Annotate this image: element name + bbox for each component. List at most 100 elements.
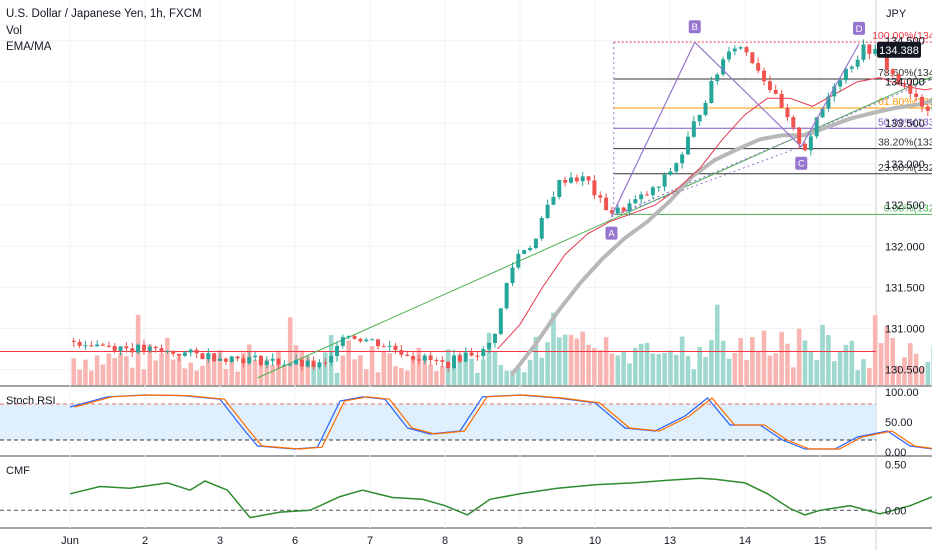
volume-bar xyxy=(726,358,732,385)
price-tick-label: 131.000 xyxy=(885,324,925,336)
volume-bar xyxy=(545,342,550,385)
volume-bar xyxy=(182,368,188,385)
volume-bar xyxy=(714,304,720,385)
harmonic-pattern[interactable]: A B C D xyxy=(605,20,866,240)
volume-bar xyxy=(118,352,123,385)
volume-bar xyxy=(849,340,855,385)
volume-bar xyxy=(574,338,580,385)
volume-bar xyxy=(363,369,369,385)
cmf-label[interactable]: CMF xyxy=(6,465,30,477)
volume-bar xyxy=(369,346,375,385)
volume-bar xyxy=(217,350,223,385)
candle-body xyxy=(609,210,614,214)
volume-bar xyxy=(270,365,275,385)
candle-body xyxy=(229,356,234,362)
indicator-vol-label[interactable]: Vol xyxy=(6,25,22,37)
candle-body xyxy=(604,197,609,211)
candle-body xyxy=(387,345,392,347)
candle-body xyxy=(709,81,714,104)
candle-body xyxy=(569,177,573,183)
volume-bar xyxy=(890,337,896,385)
candle-body xyxy=(528,248,533,251)
volume-bar xyxy=(159,352,164,385)
candle-body xyxy=(680,154,685,164)
symbol-title[interactable]: U.S. Dollar / Japanese Yen, 1h, FXCM xyxy=(6,8,202,20)
candle-body xyxy=(639,194,644,200)
candle-body xyxy=(674,163,679,172)
candle-body xyxy=(89,345,94,347)
candle-body xyxy=(317,362,322,368)
candle-body xyxy=(282,364,287,366)
fib-level-label: 100.00%(134.481) xyxy=(872,30,932,42)
volume-bar xyxy=(831,361,837,385)
candle-body xyxy=(498,308,503,334)
candle-body xyxy=(668,171,673,175)
indicator-emama-label[interactable]: EMA/MA xyxy=(6,41,52,53)
time-tick-label: 10 xyxy=(589,535,601,547)
pattern-point-badge xyxy=(605,226,618,240)
candle-body xyxy=(849,66,854,69)
candle-body xyxy=(516,253,521,268)
candle-body xyxy=(627,203,632,212)
fib-level-label: 0.00%(132.387) xyxy=(884,202,932,214)
candle-body xyxy=(375,339,380,347)
volume-bar xyxy=(206,358,211,385)
candle-body xyxy=(762,70,767,82)
candle-body xyxy=(130,348,135,353)
candle-body xyxy=(264,360,269,365)
volume-bar xyxy=(457,354,463,385)
candle-body xyxy=(323,362,328,364)
volume-bar xyxy=(861,359,866,385)
volume-bar xyxy=(129,367,135,385)
volume-bar xyxy=(498,364,504,385)
volume-bar xyxy=(913,353,919,385)
price-tick-label: 132.000 xyxy=(885,241,925,253)
candle-body xyxy=(838,80,843,87)
volume-bar xyxy=(919,367,925,385)
candle-body xyxy=(153,346,158,349)
cmf-tick-label: 0.50 xyxy=(885,460,906,472)
volume-bar xyxy=(644,342,650,385)
volume-bar xyxy=(264,359,270,385)
candle-body xyxy=(364,339,369,342)
volume-bar xyxy=(165,337,170,385)
volume-bar xyxy=(399,367,404,385)
volume-bar xyxy=(808,350,814,385)
candle-body xyxy=(434,360,439,362)
candle-body xyxy=(212,353,217,361)
candle-body xyxy=(633,199,638,204)
volume-bar xyxy=(867,368,872,385)
candle-body xyxy=(902,83,907,85)
volume-bar xyxy=(153,360,158,385)
candle-body xyxy=(335,345,339,357)
candle-body xyxy=(726,51,731,60)
volume-bar xyxy=(843,344,849,385)
candle-body xyxy=(452,355,456,368)
candle-body xyxy=(691,121,696,137)
candle-body xyxy=(440,360,445,362)
volume-bar xyxy=(896,365,901,385)
volume-bar xyxy=(773,353,779,385)
candle-body xyxy=(475,355,480,357)
candle-body xyxy=(908,84,913,94)
candle-body xyxy=(621,207,626,212)
candle-body xyxy=(218,358,222,361)
volume-bar xyxy=(755,351,761,385)
candle-body xyxy=(656,186,661,188)
candle-body xyxy=(884,54,889,70)
volume-bar xyxy=(504,370,509,385)
volume-bar xyxy=(434,371,439,385)
volume-bar xyxy=(235,371,240,385)
volume-bar xyxy=(428,364,433,385)
volume-bar xyxy=(83,359,88,385)
candle-body xyxy=(914,93,919,97)
candle-body xyxy=(539,217,544,239)
volume-bar xyxy=(334,372,340,385)
candle-body xyxy=(469,352,474,356)
candle-body xyxy=(510,267,515,284)
volume-bar xyxy=(211,354,217,385)
volume-bar xyxy=(679,336,685,385)
stoch-label[interactable]: Stoch RSI xyxy=(6,395,56,407)
candle-body xyxy=(83,345,88,347)
volume-bar xyxy=(668,350,673,385)
